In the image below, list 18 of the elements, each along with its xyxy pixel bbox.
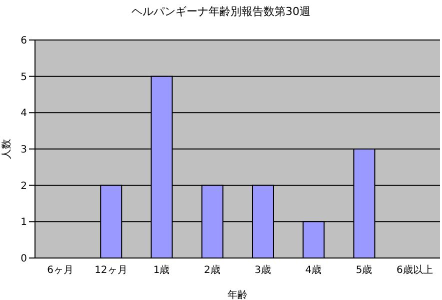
y-axis-title: 人数 (2, 139, 13, 159)
y-tick-label: 1 (20, 217, 27, 228)
y-tick-label: 6 (20, 36, 27, 47)
y-tick-label: 5 (20, 72, 27, 83)
y-tick-label: 4 (20, 108, 27, 120)
chart-title: ヘルパンギーナ年齢別報告数第30週 (130, 4, 312, 19)
x-tick-label: 5歳 (356, 264, 372, 276)
x-tick-label: 3歳 (254, 264, 271, 276)
x-tick-label: 1歳 (153, 264, 170, 276)
y-tick-label: 2 (20, 180, 27, 192)
x-tick-label: 6歳以上 (396, 264, 433, 276)
x-tick-label: 4歳 (305, 264, 322, 276)
x-tick-label: 12ヶ月 (94, 265, 128, 276)
x-tick-label: 2歳 (204, 264, 220, 276)
y-tick-label: 0 (20, 254, 27, 265)
y-tick-label: 3 (20, 144, 27, 156)
x-tick-label: 6ヶ月 (47, 265, 74, 276)
x-axis-title: 年齢 (228, 289, 248, 300)
